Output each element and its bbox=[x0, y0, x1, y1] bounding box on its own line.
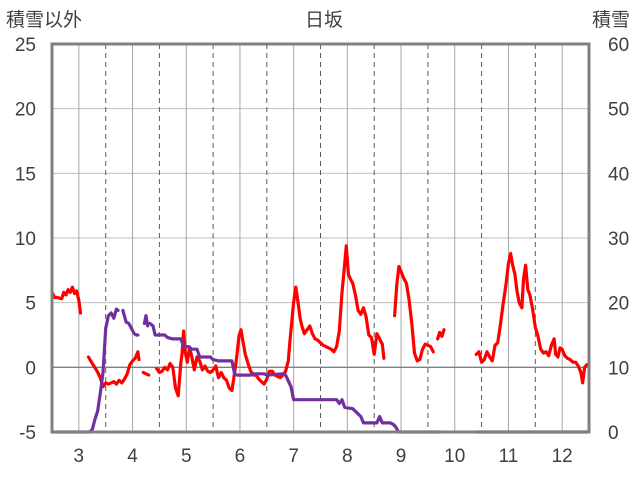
right-tick-label: 0 bbox=[608, 423, 619, 444]
series-1-segment bbox=[86, 350, 141, 389]
gridlines bbox=[51, 44, 589, 432]
x-tick-label: 5 bbox=[181, 446, 192, 467]
left-tick-label: 0 bbox=[25, 358, 36, 379]
series-1-segment bbox=[141, 370, 151, 377]
left-tick-label: 10 bbox=[15, 229, 36, 250]
x-tick-label: 10 bbox=[444, 446, 465, 467]
chart-title: 日坂 bbox=[305, 9, 343, 31]
right-tick-label: 50 bbox=[608, 100, 629, 121]
series-1-segment bbox=[393, 264, 435, 363]
right-tick-label: 40 bbox=[608, 164, 629, 185]
series-2-segment bbox=[148, 321, 441, 434]
left-tick-label: 5 bbox=[25, 294, 36, 315]
x-tick-label: 7 bbox=[288, 446, 299, 467]
series-1-segment bbox=[50, 285, 83, 315]
x-tick-label: 6 bbox=[235, 446, 246, 467]
x-tick-label: 3 bbox=[74, 446, 85, 467]
x-tick-label: 12 bbox=[552, 446, 573, 467]
left-tick-label: 20 bbox=[15, 100, 36, 121]
right-tick-label: 20 bbox=[608, 294, 629, 315]
tick-labels: -5 0 5 10 15 20 25 0 10 20 30 40 50 60 3 4 5 6 7 8 9 10 11 12 bbox=[15, 35, 629, 467]
x-tick-label: 9 bbox=[396, 446, 407, 467]
series-2-segment bbox=[50, 307, 120, 434]
right-tick-label: 10 bbox=[608, 358, 629, 379]
series-1-segment bbox=[474, 251, 589, 385]
right-tick-label: 30 bbox=[608, 229, 629, 250]
left-tick-label: -5 bbox=[19, 423, 36, 444]
x-tick-label: 11 bbox=[499, 446, 519, 467]
right-tick-label: 60 bbox=[608, 35, 629, 56]
right-axis-label: 積雪 bbox=[592, 9, 630, 31]
x-tick-label: 4 bbox=[127, 446, 138, 467]
series-2-segment bbox=[121, 308, 140, 337]
plot-area-border bbox=[50, 42, 591, 434]
series-1-segment bbox=[436, 328, 446, 341]
x-tick-label: 8 bbox=[342, 446, 353, 467]
left-tick-label: 25 bbox=[15, 35, 36, 56]
left-tick-label: 15 bbox=[15, 164, 36, 185]
left-axis-label: 積雪以外 bbox=[6, 9, 82, 31]
series-2-segment bbox=[142, 314, 150, 328]
series-1-segment bbox=[155, 244, 386, 398]
